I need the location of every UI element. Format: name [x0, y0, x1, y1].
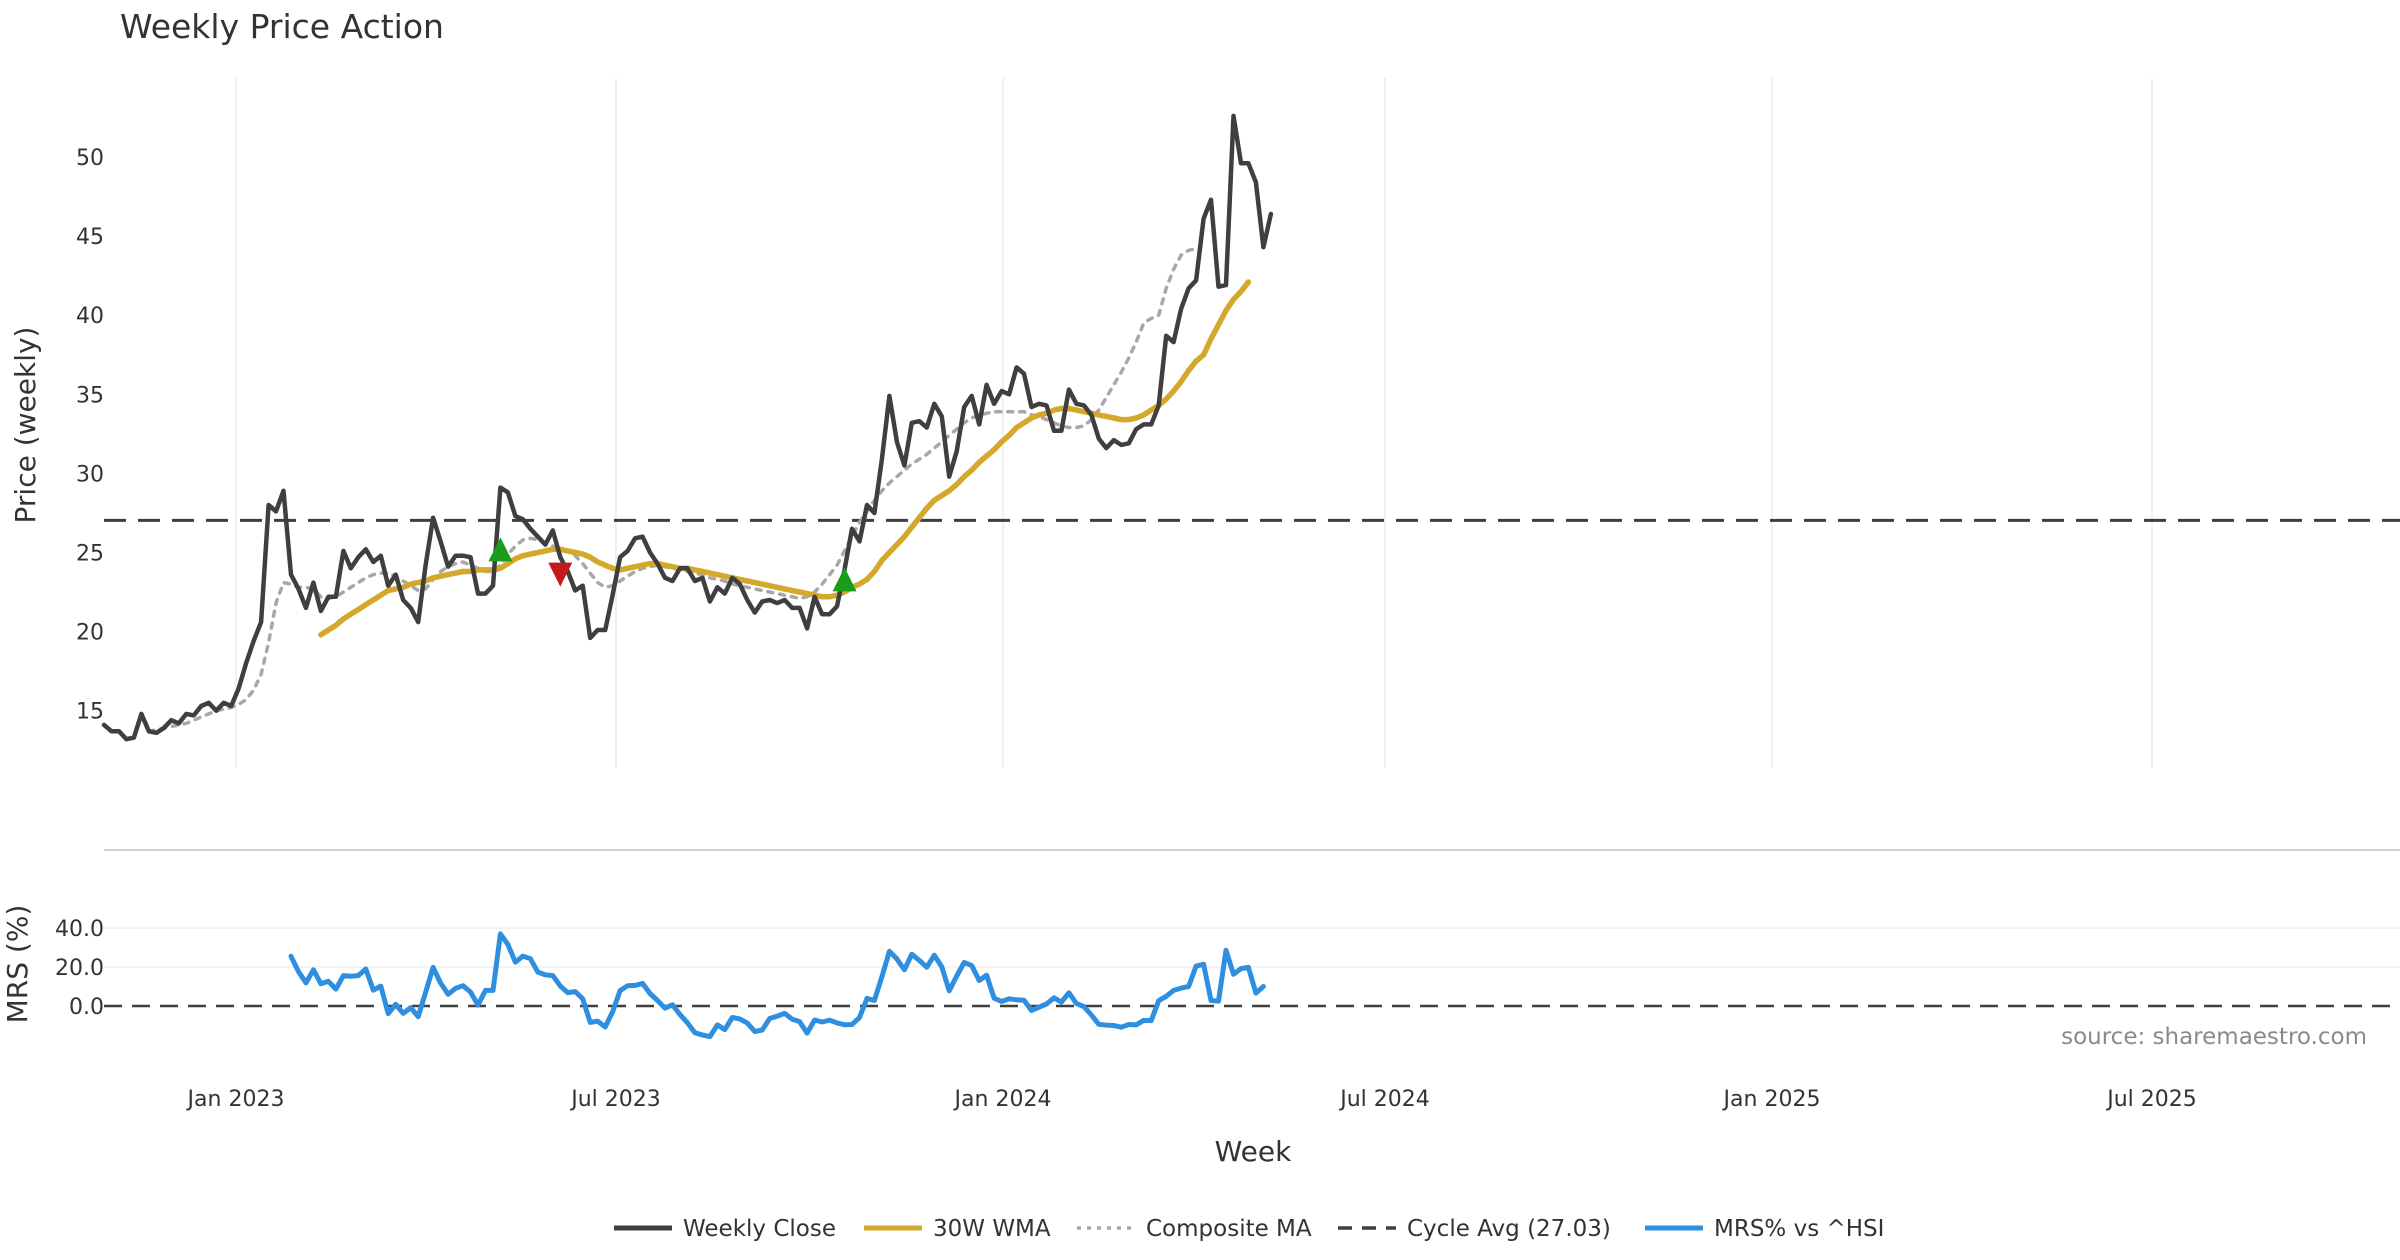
weekly-close-line — [101, 113, 1274, 742]
price-y-tick-label: 15 — [76, 700, 104, 725]
legend-label: Cycle Avg (27.03) — [1407, 1216, 1611, 1242]
price-series-group — [101, 113, 2400, 742]
price-y-tick-label: 45 — [76, 225, 104, 250]
x-tick-label: Jan 2023 — [186, 1087, 285, 1112]
legend-label: 30W WMA — [933, 1216, 1051, 1242]
x-tick-label: Jul 2025 — [2105, 1087, 2197, 1112]
price-y-tick-label: 40 — [76, 304, 104, 329]
x-axis-label: Week — [1215, 1135, 1292, 1168]
signal-markers — [488, 537, 857, 592]
price-y-tick-label: 50 — [76, 146, 104, 171]
mrs-series-group — [104, 931, 2400, 1040]
chart-title: Weekly Price Action — [120, 7, 444, 46]
mrs-y-tick-label: 20.0 — [55, 956, 104, 981]
mrs-line — [288, 931, 1266, 1040]
price-y-tick-label: 25 — [76, 542, 104, 567]
mrs-grid — [104, 849, 2400, 968]
price-y-tick-label: 35 — [76, 383, 104, 408]
x-axis: Jan 2023 Jul 2023 Jan 2024 Jul 2024 Jan 2025… — [186, 1087, 2197, 1112]
buy-signal-marker — [832, 567, 857, 592]
price-y-axis-label: Price (weekly) — [9, 327, 42, 524]
price-y-axis: 15 20 25 30 35 40 45 50 — [76, 146, 104, 725]
x-tick-label: Jul 2024 — [1338, 1087, 1430, 1112]
price-y-tick-label: 30 — [76, 462, 104, 487]
mrs-y-axis: 40.0 20.0 0.0 — [55, 917, 104, 1020]
x-tick-label: Jan 2025 — [1722, 1087, 1821, 1112]
legend: Weekly Close 30W WMA Composite MA Cycle Avg… — [614, 1216, 1884, 1242]
mrs-y-tick-label: 40.0 — [55, 917, 104, 942]
price-grid — [235, 78, 2153, 768]
x-tick-label: Jul 2023 — [569, 1087, 661, 1112]
wma-30w-line — [318, 279, 1252, 638]
legend-label: Composite MA — [1146, 1216, 1312, 1242]
legend-label: Weekly Close — [683, 1216, 836, 1242]
sell-signal-marker — [548, 562, 573, 587]
composite-ma-line — [147, 247, 1198, 734]
buy-signal-marker — [488, 537, 513, 562]
x-tick-label: Jan 2024 — [953, 1087, 1052, 1112]
mrs-y-tick-label: 0.0 — [69, 995, 104, 1020]
source-note: source: sharemaestro.com — [2061, 1024, 2367, 1050]
legend-label: MRS% vs ^HSI — [1714, 1216, 1884, 1242]
price-y-tick-label: 20 — [76, 621, 104, 646]
mrs-y-axis-label: MRS (%) — [1, 905, 34, 1024]
